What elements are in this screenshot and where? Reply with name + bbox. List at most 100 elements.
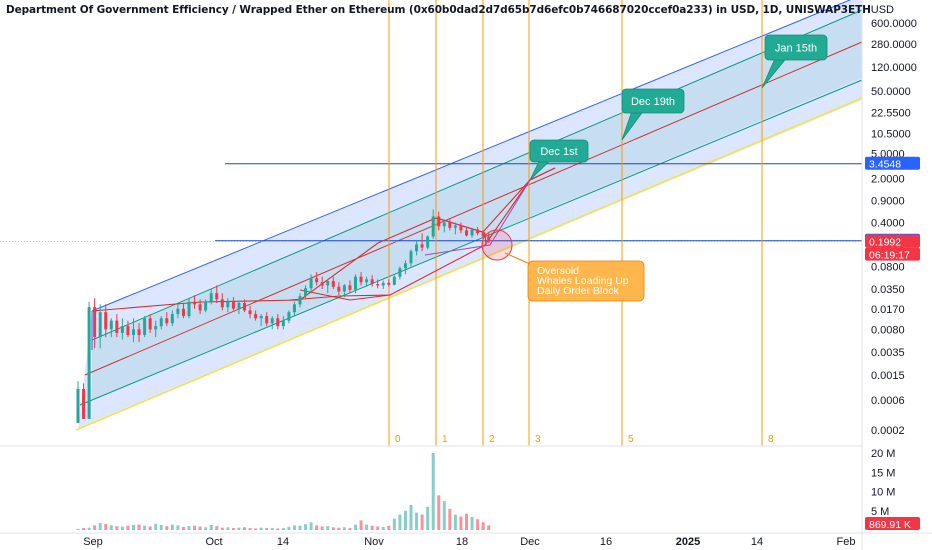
candle-body [126, 326, 130, 335]
channel-upper-line [91, 0, 852, 312]
candle-body [248, 310, 252, 315]
volume-bar [420, 514, 424, 530]
price-tick-label: 0.9000 [871, 195, 905, 207]
callout-box [764, 34, 828, 61]
note-box [527, 260, 645, 302]
volume-bar [132, 524, 135, 530]
channel-median-line [84, 41, 863, 376]
candle-body [243, 302, 246, 311]
volume-bar [193, 525, 197, 530]
time-tick-label: Nov [364, 536, 384, 548]
callout-box [529, 139, 589, 163]
price-tick-label: 280.0000 [871, 39, 917, 51]
volume-bar [459, 516, 463, 530]
pattern-flag [436, 217, 487, 246]
volume-bar [409, 504, 413, 530]
volume-bar [76, 528, 80, 530]
candle-body [426, 236, 430, 248]
candle-body [215, 293, 219, 300]
volume-bar [276, 528, 280, 530]
currency-label[interactable]: USD [870, 4, 894, 16]
candle-body [348, 285, 352, 290]
candle-body [320, 282, 324, 286]
callout-text: Dec 1st [540, 146, 577, 158]
callout-text: Jan 15th [775, 43, 817, 55]
volume-bar [315, 525, 319, 530]
volume-bar [326, 526, 330, 530]
candle-body [376, 284, 380, 286]
candle-body [198, 304, 202, 311]
note-connector [504, 252, 531, 265]
volume-bar [320, 526, 324, 530]
volume-bar [82, 528, 86, 530]
callout-dec-19th: Dec 19th [621, 88, 685, 141]
volume-bar [87, 527, 91, 530]
time-tick-label: 18 [456, 536, 468, 548]
price-tick-label: 0.0006 [871, 395, 905, 407]
fib-time-label: 8 [768, 434, 774, 445]
volume-bar [170, 524, 174, 530]
note-line: Whales Loading Up [537, 275, 629, 287]
volume-tick-label: 20 M [871, 448, 895, 460]
chart-title: Department Of Government Efficiency / Wr… [6, 4, 871, 16]
candle-body [82, 388, 86, 419]
volume-series [76, 453, 491, 530]
candle-body [326, 281, 330, 286]
note-line: Oversold [537, 265, 579, 277]
price-tick-label: 22.5500 [871, 108, 911, 120]
candle-body [381, 282, 385, 286]
order-block-circle [481, 229, 513, 261]
callout-text: Dec 19th [631, 96, 675, 108]
pattern-wedge [299, 289, 391, 301]
price-badge-label: 06:19:17 [869, 250, 910, 262]
volume-bar [470, 516, 474, 530]
time-tick-label: 2025 [676, 536, 700, 548]
candle-body [431, 216, 435, 237]
time-tick-label: Dec [520, 536, 540, 548]
candle-body [176, 308, 180, 315]
volume-bar [237, 527, 241, 530]
candlestick-series [76, 209, 491, 423]
candle-body [442, 222, 446, 227]
volume-bar [93, 525, 97, 530]
volume-bar [209, 524, 213, 530]
volume-bar [270, 528, 274, 530]
volume-tick-label: 10 M [871, 487, 895, 499]
volume-bar [376, 526, 380, 530]
price-tick-label: 0.0002 [871, 425, 905, 437]
volume-bar [476, 519, 480, 530]
candle-body [165, 318, 169, 324]
volume-bar [304, 524, 308, 530]
regression-channel[interactable] [75, 0, 863, 431]
volume-bar [176, 525, 180, 530]
candle-body [398, 268, 402, 277]
candle-body [137, 329, 141, 335]
candle-body [143, 318, 147, 335]
time-axis[interactable]: Sep Oct 14 Nov 18 Dec 16 2025 14 Feb [0, 532, 932, 548]
volume-bar [354, 524, 357, 530]
fib-time-zones[interactable]: 0 1 2 3 5 8 [388, 0, 774, 446]
volume-bar [453, 514, 457, 530]
volume-bar [115, 526, 119, 530]
volume-tick-label: 15 M [871, 467, 895, 479]
candle-body [298, 296, 302, 305]
volume-axis[interactable]: 20 M 15 M 10 M 5 M [871, 448, 895, 518]
volume-bar [204, 527, 208, 530]
volume-bar [220, 527, 224, 530]
callout-dec-1st: Dec 1st [529, 139, 589, 181]
candle-body [304, 288, 308, 297]
volume-bar [431, 453, 435, 530]
volume-bar [465, 513, 468, 530]
candle-body [437, 216, 441, 227]
candle-body [76, 388, 80, 423]
price-badge-box [865, 234, 920, 248]
candle-body [132, 329, 135, 335]
volume-bar [426, 506, 430, 530]
volume-bar [415, 512, 419, 530]
volume-bar [348, 528, 352, 530]
fib-time-label: 0 [395, 434, 401, 445]
candle-body [148, 318, 152, 330]
